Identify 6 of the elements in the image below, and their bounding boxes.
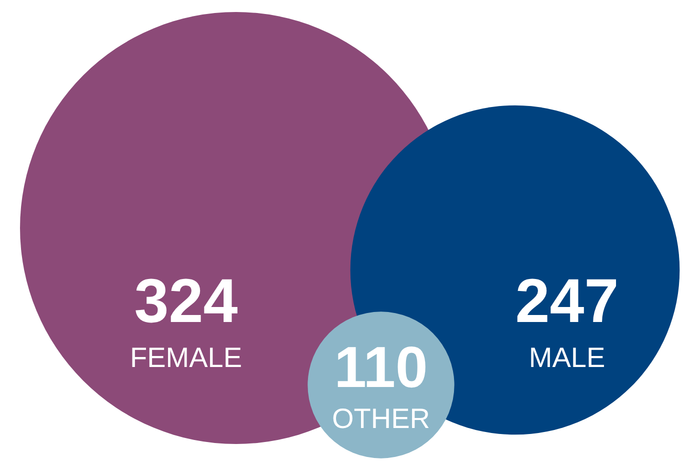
data-label: 324: [134, 267, 238, 336]
data-label: 247: [515, 267, 619, 336]
category-label: MALE: [528, 342, 606, 373]
category-label: FEMALE: [130, 342, 242, 373]
category-label: OTHER: [332, 403, 430, 434]
data-label: 110: [334, 335, 428, 400]
